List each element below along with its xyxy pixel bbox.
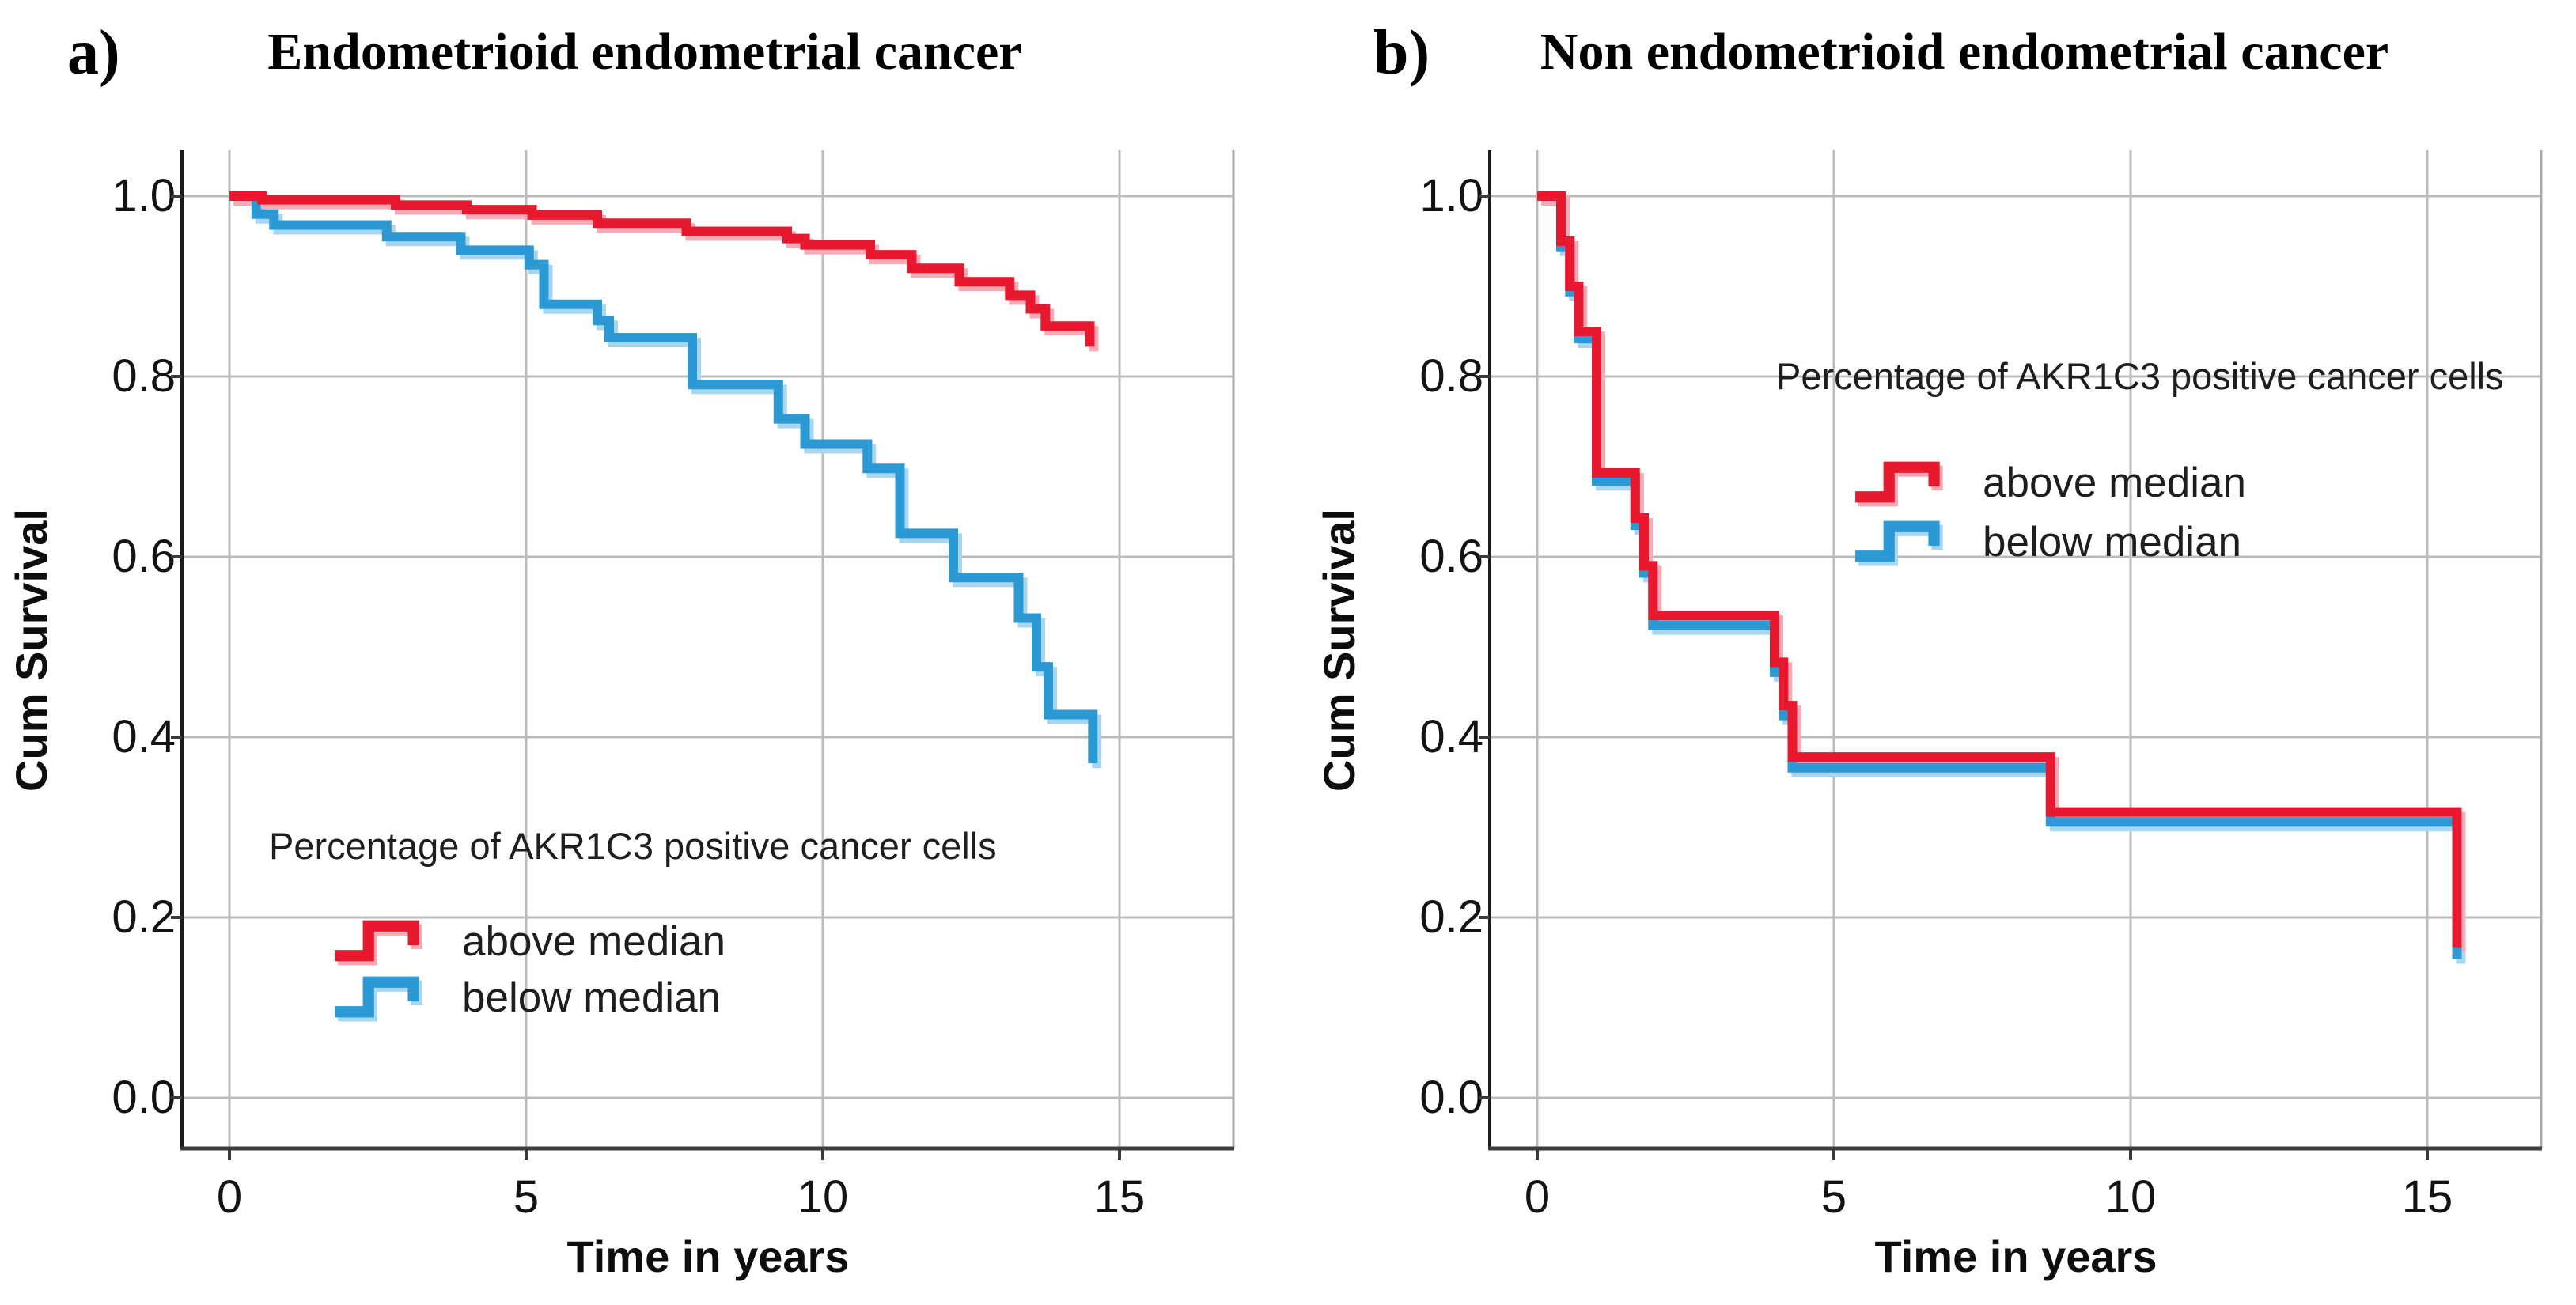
legend-label: above median bbox=[1983, 459, 2246, 506]
panel-title: Endometrioid endometrial cancer bbox=[267, 23, 1022, 81]
x-tick-label: 15 bbox=[1093, 1171, 1146, 1223]
x-axis-title: Time in years bbox=[566, 1231, 850, 1281]
survival-plot bbox=[171, 150, 1235, 1160]
legend-title: Percentage of AKR1C3 positive cancer cel… bbox=[1776, 355, 2504, 397]
legend-title: Percentage of AKR1C3 positive cancer cel… bbox=[269, 825, 997, 867]
survival-curve-above-median bbox=[229, 191, 1095, 347]
legend-label: above median bbox=[462, 917, 725, 965]
legend-entry-below-median: below median bbox=[331, 970, 721, 1025]
y-axis-title: Cum Survival bbox=[1314, 509, 1364, 792]
survival-curve-above-median bbox=[1537, 191, 2462, 948]
x-tick-label: 5 bbox=[1820, 1171, 1847, 1223]
step-line-glyph bbox=[1855, 520, 1943, 566]
x-tick-label: 10 bbox=[2104, 1171, 2157, 1223]
survival-plot bbox=[1479, 150, 2543, 1160]
x-tick-label: 0 bbox=[1524, 1171, 1551, 1223]
y-axis-title: Cum Survival bbox=[6, 509, 56, 792]
survival-curve-below-median bbox=[1537, 191, 2462, 959]
survival-curve-below-median-shadow bbox=[1541, 196, 2466, 964]
x-tick-label: 0 bbox=[216, 1171, 243, 1223]
step-line-glyph bbox=[1855, 461, 1943, 507]
x-tick-label: 5 bbox=[513, 1171, 540, 1223]
panel-letter-b: b) bbox=[1373, 18, 1430, 88]
step-line-glyph bbox=[335, 976, 422, 1022]
panel-letter-a: a) bbox=[67, 18, 120, 88]
legend-entry-above-median: above median bbox=[331, 914, 725, 969]
legend-label: below median bbox=[1983, 518, 2242, 566]
panel-endometrioid: a) Endometrioid endometrial cancer Cum S… bbox=[6, 18, 1235, 1281]
legend-entry-below-median: below median bbox=[1851, 514, 2241, 569]
step-line-glyph bbox=[335, 920, 422, 966]
x-axis-title: Time in years bbox=[1874, 1231, 2157, 1281]
legend-label: below median bbox=[462, 974, 722, 1021]
x-tick-label: 15 bbox=[2401, 1171, 2453, 1223]
x-tick-label: 10 bbox=[797, 1171, 849, 1223]
panel-non-endometrioid: b) Non endometrioid endometrial cancer C… bbox=[1288, 0, 2576, 1305]
panel-title: Non endometrioid endometrial cancer bbox=[1540, 23, 2389, 81]
survival-curve-above-median-shadow bbox=[1541, 196, 2466, 952]
survival-curve-below-median bbox=[229, 191, 1098, 764]
legend-entry-above-median: above median bbox=[1851, 455, 2246, 510]
